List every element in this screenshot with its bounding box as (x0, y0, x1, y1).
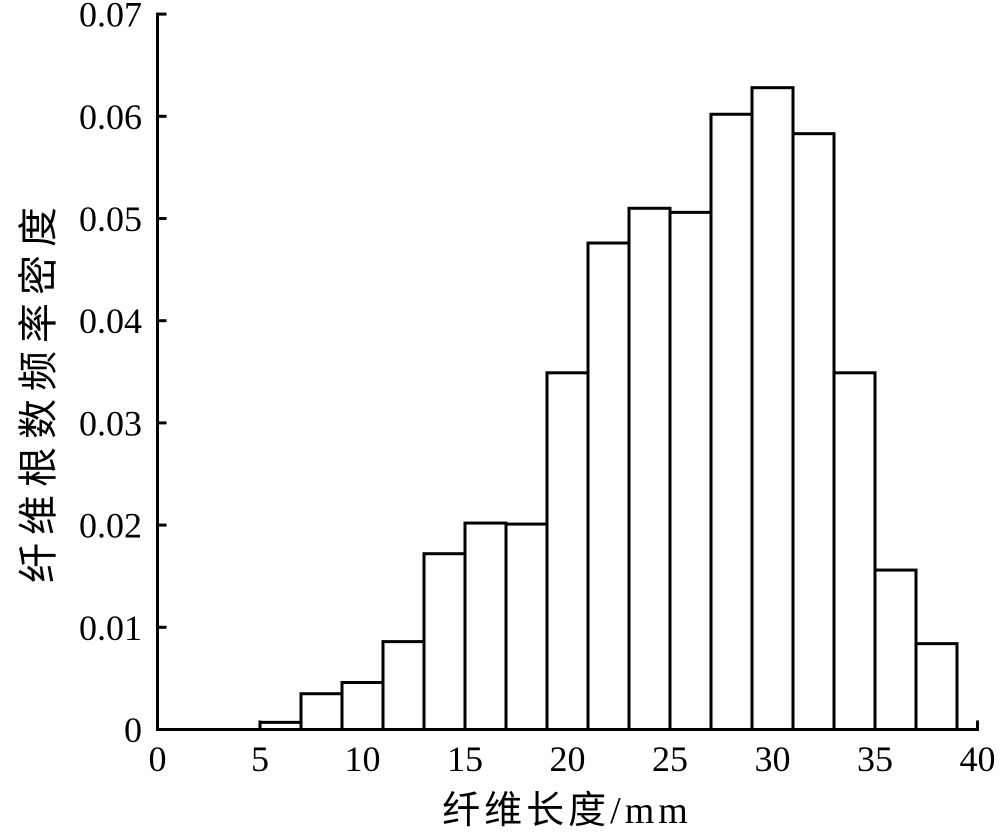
histogram-bar (545, 371, 590, 731)
x-tick-label: 20 (550, 739, 586, 779)
y-tick-label: 0.01 (79, 608, 142, 648)
x-axis-title: 纤维长度/mm (442, 790, 692, 832)
histogram-bar (586, 241, 631, 731)
x-tick-label: 25 (652, 739, 688, 779)
y-tick-label: 0.06 (79, 97, 142, 137)
x-tick-label: 35 (857, 739, 893, 779)
y-tick-label: 0.02 (79, 506, 142, 546)
y-tick-label: 0.05 (79, 199, 142, 239)
histogram-bar (791, 132, 836, 731)
histogram-bar (340, 680, 385, 731)
histogram-bar (381, 640, 426, 731)
histogram-bar (627, 206, 672, 731)
y-tick-label: 0.04 (79, 301, 142, 341)
x-tick-label: 15 (447, 739, 483, 779)
histogram-bar (750, 86, 795, 731)
x-tick-label: 5 (251, 739, 269, 779)
x-tick-label: 30 (755, 739, 791, 779)
histogram-bar (832, 371, 877, 731)
histogram-bar (914, 642, 959, 731)
histogram-bar (709, 112, 754, 732)
histogram-bar (873, 568, 918, 731)
x-tick-label: 40 (960, 739, 996, 779)
y-tick-label: 0.07 (79, 0, 142, 35)
histogram-bar (463, 521, 508, 732)
y-tick-label: 0 (124, 710, 142, 750)
y-axis-title: 纤维根数频率密度 (16, 199, 61, 583)
y-tick-label: 0.03 (79, 403, 142, 443)
x-tick-label: 10 (345, 739, 381, 779)
histogram-bar (504, 522, 549, 731)
histogram-bar (299, 692, 344, 731)
x-tick-label: 0 (149, 739, 167, 779)
histogram-bar (668, 210, 713, 732)
histogram-bar (422, 552, 467, 731)
